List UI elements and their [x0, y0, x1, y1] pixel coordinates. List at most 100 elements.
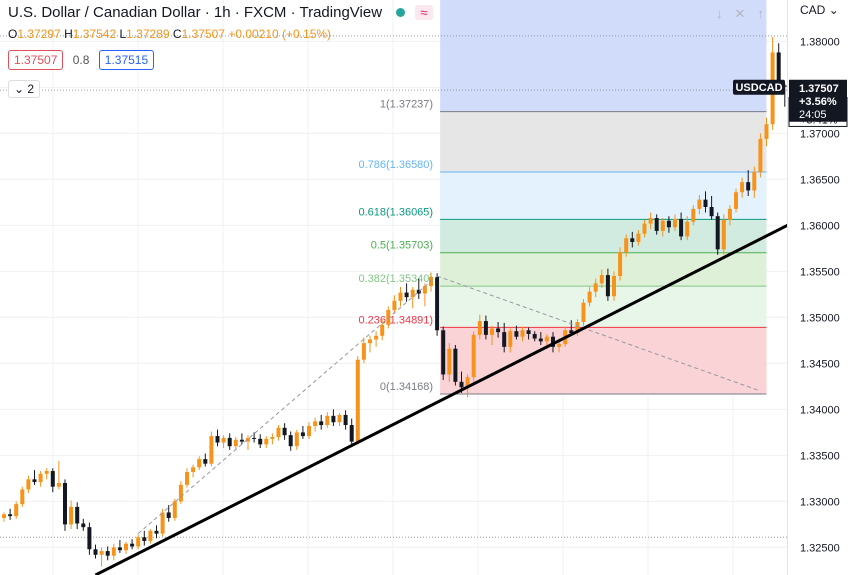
candle-body[interactable] [117, 547, 122, 551]
sell-button[interactable]: 1.37507 [8, 50, 64, 70]
candle-body[interactable] [483, 321, 488, 335]
candle-body[interactable] [581, 302, 586, 322]
candle-body[interactable] [160, 512, 165, 534]
candle-body[interactable] [673, 218, 677, 228]
candle-body[interactable] [416, 289, 421, 294]
candle-body[interactable] [26, 479, 31, 490]
replay-badge-icon[interactable]: ≈ [415, 5, 433, 20]
candle-body[interactable] [111, 547, 116, 556]
candle-body[interactable] [374, 335, 379, 340]
candle-body[interactable] [361, 343, 366, 360]
candle-body[interactable] [721, 219, 726, 250]
candle-body[interactable] [105, 551, 110, 556]
arrow-up-icon[interactable]: ↑ [757, 6, 776, 21]
candle-body[interactable] [398, 292, 403, 301]
candle-body[interactable] [642, 223, 647, 234]
candle-body[interactable] [557, 344, 562, 347]
candle-body[interactable] [81, 523, 86, 528]
candle-body[interactable] [624, 238, 629, 253]
candle-body[interactable] [697, 199, 702, 209]
candle-body[interactable] [307, 425, 311, 437]
candle-body[interactable] [93, 549, 98, 555]
candle-body[interactable] [666, 220, 671, 228]
candle-body[interactable] [490, 328, 494, 335]
candle-body[interactable] [50, 471, 55, 487]
candle-body[interactable] [130, 543, 135, 547]
candle-body[interactable] [32, 479, 37, 483]
candle-body[interactable] [209, 436, 214, 464]
candle-body[interactable] [502, 332, 507, 347]
candle-body[interactable] [349, 425, 354, 442]
currency-selector[interactable]: CAD ⌄ [800, 3, 839, 17]
candle-body[interactable] [532, 333, 537, 339]
trendline[interactable] [94, 222, 792, 575]
candle-body[interactable] [551, 336, 555, 347]
candle-body[interactable] [166, 512, 171, 518]
candle-body[interactable] [520, 330, 525, 337]
candle-body[interactable] [685, 221, 690, 237]
candle-body[interactable] [441, 330, 446, 375]
candle-body[interactable] [453, 348, 458, 382]
candle-body[interactable] [44, 471, 49, 474]
candle-body[interactable] [300, 432, 305, 437]
candle-body[interactable] [660, 220, 665, 231]
candle-body[interactable] [38, 473, 43, 483]
candle-body[interactable] [740, 182, 745, 193]
candle-body[interactable] [148, 530, 153, 541]
symbol-title[interactable]: U.S. Dollar / Canadian Dollar · 1h · FXC… [8, 4, 383, 21]
candle-body[interactable] [197, 459, 202, 468]
candle-body[interactable] [459, 381, 464, 388]
candle-body[interactable] [56, 483, 61, 487]
candle-body[interactable] [99, 551, 104, 555]
candle-body[interactable] [178, 484, 183, 502]
candle-body[interactable] [136, 537, 141, 547]
candle-body[interactable] [575, 322, 580, 334]
candle-body[interactable] [435, 276, 440, 331]
indicators-toggle[interactable]: ⌄ 2 [8, 80, 41, 98]
candle-body[interactable] [526, 330, 531, 334]
candle-body[interactable] [691, 208, 696, 222]
candle-body[interactable] [471, 334, 476, 378]
candle-body[interactable] [465, 377, 470, 388]
candle-body[interactable] [282, 427, 287, 436]
candle-body[interactable] [654, 218, 659, 231]
candle-body[interactable] [203, 459, 208, 464]
candle-body[interactable] [422, 286, 427, 294]
candle-body[interactable] [313, 421, 318, 426]
candle-body[interactable] [593, 283, 598, 292]
candle-body[interactable] [636, 233, 641, 242]
candle-body[interactable] [343, 414, 348, 426]
candle-body[interactable] [709, 207, 714, 217]
candle-body[interactable] [380, 324, 385, 336]
candle-body[interactable] [538, 338, 543, 342]
buy-button[interactable]: 1.37515 [98, 50, 155, 70]
candle-body[interactable] [20, 489, 25, 505]
candle-body[interactable] [368, 339, 372, 344]
candle-body[interactable] [288, 435, 293, 447]
candle-body[interactable] [392, 300, 397, 311]
candle-body[interactable] [703, 199, 708, 207]
candle-body[interactable] [172, 501, 177, 518]
candle-body[interactable] [142, 537, 147, 541]
candle-body[interactable] [514, 331, 519, 337]
candle-body[interactable] [618, 252, 623, 276]
candle-body[interactable] [447, 348, 452, 375]
candle-body[interactable] [191, 467, 196, 472]
candle-body[interactable] [569, 330, 574, 334]
candle-body[interactable] [270, 437, 275, 439]
candle-body[interactable] [75, 506, 80, 524]
candle-body[interactable] [544, 336, 549, 342]
candle-body[interactable] [221, 437, 226, 443]
candle-body[interactable] [496, 328, 501, 333]
candle-body[interactable] [679, 218, 684, 237]
candle-body[interactable] [63, 483, 67, 525]
candle-body[interactable] [648, 218, 653, 224]
dashed-fib-guide-line[interactable] [436, 275, 761, 392]
candle-body[interactable] [764, 124, 769, 139]
candle-body[interactable] [239, 439, 244, 442]
candle-body[interactable] [227, 437, 232, 447]
candle-body[interactable] [508, 331, 513, 347]
candle-body[interactable] [215, 436, 220, 443]
candle-body[interactable] [69, 506, 74, 525]
candle-body[interactable] [246, 437, 250, 442]
